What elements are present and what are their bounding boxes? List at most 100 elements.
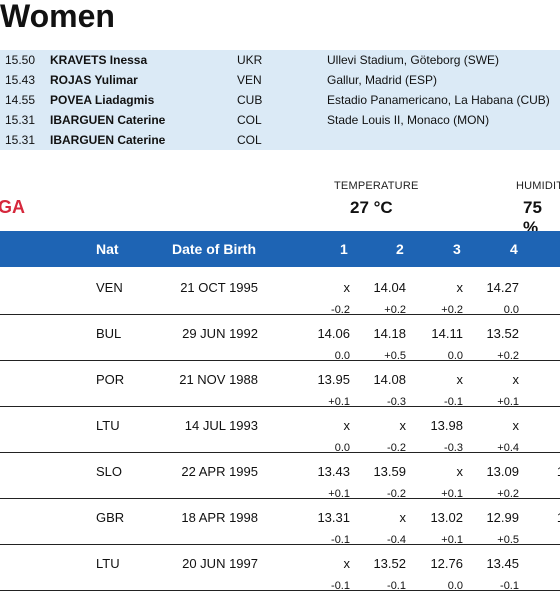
attempt-mark: x bbox=[399, 510, 407, 525]
table-row: POR 21 NOV 1988 13.95 +0.1 14.08 -0.3 x -0.1 x +0… bbox=[0, 360, 560, 408]
record-athlete: IBARGUEN Caterine bbox=[50, 113, 166, 127]
record-athlete: IBARGUEN Caterine bbox=[50, 133, 166, 147]
table-row: BUL 29 JUN 1992 14.06 0.0 14.18 +0.5 14.11 0.0 1… bbox=[0, 314, 560, 362]
attempt-mark: 13. bbox=[535, 464, 560, 479]
record-nat: COL bbox=[237, 113, 262, 127]
athlete-date-of-birth: 29 JUN 1992 bbox=[182, 326, 258, 341]
header-date-of-birth: Date of Birth bbox=[172, 241, 256, 257]
attempt-mark: x bbox=[456, 280, 464, 295]
attempt-mark: 13.52 bbox=[486, 326, 519, 341]
attempt-wind: -0.1 bbox=[331, 534, 350, 546]
attempt-wind: 0.0 bbox=[334, 350, 350, 362]
athlete-nat: SLO bbox=[96, 464, 123, 479]
athlete-date-of-birth: 20 JUN 1997 bbox=[182, 556, 258, 571]
attempt-wind: 0.0 bbox=[447, 580, 463, 592]
attempt-mark: x bbox=[343, 418, 351, 433]
attempt-mark: 13.98 bbox=[430, 418, 463, 433]
athlete-date-of-birth: 14 JUL 1993 bbox=[184, 418, 258, 433]
page-heading: Women bbox=[0, 0, 115, 34]
attempt-mark: 12.99 bbox=[486, 510, 519, 525]
attempt-wind: -0.1 bbox=[331, 580, 350, 592]
attempt-mark: x bbox=[456, 372, 464, 387]
attempt-mark: 14.04 bbox=[373, 280, 406, 295]
record-nat: CUB bbox=[237, 93, 263, 107]
attempt-wind: +0.5 bbox=[497, 534, 519, 546]
attempt-wind: -0.1 bbox=[500, 580, 519, 592]
attempt-wind: -0.3 bbox=[387, 396, 406, 408]
attempt-wind: +0.4 bbox=[497, 442, 519, 454]
attempt-mark: x bbox=[456, 464, 464, 479]
athlete-nat: VEN bbox=[96, 280, 123, 295]
attempt-mark: 14.06 bbox=[317, 326, 350, 341]
record-mark: 15.43 bbox=[5, 73, 36, 87]
attempt-wind: +0.1 bbox=[497, 396, 519, 408]
humidity-label: HUMIDIT bbox=[516, 180, 560, 192]
attempt-wind: +0.1 bbox=[441, 488, 463, 500]
table-row: LTU 20 JUN 1997 x -0.1 13.52 -0.1 12.76 0.0 13.4… bbox=[0, 544, 560, 592]
record-venue: Ullevi Stadium, Göteborg (SWE) bbox=[327, 53, 500, 67]
attempt-wind: +0.5 bbox=[384, 350, 406, 362]
record-row: 15.50 KRAVETS Inessa UKR Ullevi Stadium, Gö… bbox=[0, 50, 560, 70]
record-nat: COL bbox=[237, 133, 262, 147]
attempt-mark: 13.02 bbox=[430, 510, 463, 525]
attempt-wind: +0.2 bbox=[384, 304, 406, 316]
attempt-mark: x bbox=[343, 280, 351, 295]
attempt-wind: 0.0 bbox=[503, 304, 519, 316]
attempt-mark: x bbox=[343, 556, 351, 571]
record-mark: 15.31 bbox=[5, 113, 36, 127]
attempt-wind: +0.1 bbox=[328, 488, 350, 500]
attempt-mark: 13.43 bbox=[317, 464, 350, 479]
athlete-nat: LTU bbox=[96, 418, 120, 433]
record-venue: Estadio Panamericano, La Habana (CUB) bbox=[327, 93, 550, 107]
record-row: 15.43 ROJAS Yulimar VEN Gallur, Madrid (ESP… bbox=[0, 70, 560, 90]
athlete-date-of-birth: 22 APR 1995 bbox=[181, 464, 258, 479]
attempt-mark: 14.11 bbox=[431, 326, 463, 341]
attempt-mark: 12.76 bbox=[430, 556, 463, 571]
record-mark: 15.50 bbox=[5, 53, 36, 67]
athlete-nat: GBR bbox=[96, 510, 125, 525]
attempt-mark: 13.52 bbox=[373, 556, 406, 571]
attempt-wind: +0.2 bbox=[441, 304, 463, 316]
attempt-wind: +0.1 bbox=[328, 396, 350, 408]
athlete-date-of-birth: 18 APR 1998 bbox=[181, 510, 258, 525]
header-attempt-4: 4 bbox=[510, 241, 518, 257]
record-athlete: KRAVETS Inessa bbox=[50, 53, 148, 67]
attempt-mark: 14.08 bbox=[373, 372, 406, 387]
attempt-mark: 13.59 bbox=[373, 464, 406, 479]
header-attempt-3: 3 bbox=[453, 241, 461, 257]
attempt-wind: -0.2 bbox=[387, 488, 406, 500]
records-panel: 15.50 KRAVETS Inessa UKR Ullevi Stadium, Gö… bbox=[0, 50, 560, 150]
attempt-mark: x bbox=[512, 372, 520, 387]
table-row: SLO 22 APR 1995 13.43 +0.1 13.59 -0.2 x +0.1 13.… bbox=[0, 452, 560, 500]
record-mark: 14.55 bbox=[5, 93, 36, 107]
athlete-date-of-birth: 21 NOV 1988 bbox=[179, 372, 258, 387]
attempt-wind: -0.2 bbox=[387, 442, 406, 454]
attempt-mark: 13.45 bbox=[486, 556, 519, 571]
logo-text: GA bbox=[0, 198, 25, 216]
attempt-wind: 0.0 bbox=[334, 442, 350, 454]
attempt-wind: -0.1 bbox=[387, 580, 406, 592]
attempt-mark: 14.27 bbox=[486, 280, 519, 295]
athlete-date-of-birth: 21 OCT 1995 bbox=[180, 280, 258, 295]
header-attempt-2: 2 bbox=[396, 241, 404, 257]
record-athlete: POVEA Liadagmis bbox=[50, 93, 155, 107]
athlete-nat: LTU bbox=[96, 556, 120, 571]
record-row: 14.55 POVEA Liadagmis CUB Estadio Panameric… bbox=[0, 90, 560, 110]
record-athlete: ROJAS Yulimar bbox=[50, 73, 138, 87]
attempt-mark: x bbox=[512, 418, 520, 433]
record-venue: Gallur, Madrid (ESP) bbox=[327, 73, 438, 87]
temperature-value: 27 °C bbox=[350, 198, 393, 217]
attempt-mark: 13.95 bbox=[317, 372, 350, 387]
attempt-mark: 13.31 bbox=[317, 510, 350, 525]
athlete-nat: POR bbox=[96, 372, 125, 387]
header-nat: Nat bbox=[96, 241, 119, 257]
record-nat: VEN bbox=[237, 73, 262, 87]
table-row: GBR 18 APR 1998 13.31 -0.1 x -0.4 13.02 +0.1 12.… bbox=[0, 498, 560, 546]
table-row: VEN 21 OCT 1995 x -0.2 14.04 +0.2 x +0.2 14.27 0.… bbox=[0, 268, 560, 316]
attempt-mark: x bbox=[399, 418, 407, 433]
attempt-mark: 14.18 bbox=[373, 326, 406, 341]
attempt-wind: +0.2 bbox=[497, 488, 519, 500]
record-nat: UKR bbox=[237, 53, 263, 67]
temperature-label: TEMPERATURE bbox=[334, 180, 419, 192]
